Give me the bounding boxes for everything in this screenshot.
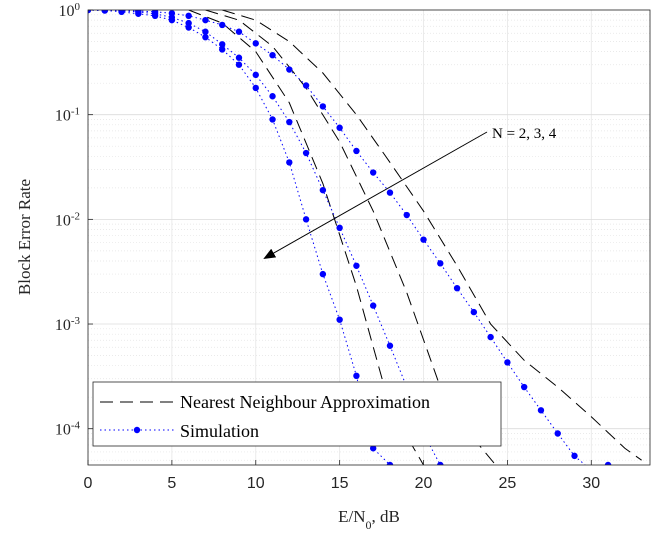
series-simulation-n2-point — [369, 445, 377, 452]
x-tick-label: 25 — [499, 475, 517, 492]
series-simulation-n3-point — [437, 461, 444, 465]
y-tick-label: 10-3 — [55, 315, 81, 334]
series-simulation-n4-point — [202, 16, 209, 24]
y-tick-label: 100 — [59, 1, 81, 20]
series-simulation-n2-point — [235, 61, 243, 68]
series-simulation-n3-point — [369, 302, 377, 309]
series-simulation-n3-point — [185, 19, 192, 27]
legend-sim-marker — [133, 426, 141, 434]
series-simulation-n4-point — [403, 211, 410, 219]
series-simulation-n4-point — [604, 461, 612, 465]
series-simulation-n4-point — [151, 10, 159, 16]
series-simulation-n2-point — [302, 216, 310, 223]
x-tick-label: 30 — [582, 475, 600, 492]
x-axis-label: E/N0, dB — [338, 507, 400, 532]
series-simulation-n2-point — [252, 84, 259, 92]
y-tick-label: 10-2 — [55, 210, 80, 229]
series-simulation-n4-point — [219, 21, 226, 29]
legend-box — [92, 381, 502, 447]
series-simulation-n3-point — [252, 71, 259, 79]
series-approximation-n4-line — [222, 10, 642, 461]
annotation-text: N = 2, 3, 4 — [492, 126, 557, 142]
series-simulation-n3-point — [353, 262, 360, 269]
series-simulation-n4-point — [520, 383, 528, 391]
series-simulation-n4-point — [336, 124, 343, 131]
legend-approx-label: Nearest Neighbour Approximation — [180, 392, 430, 412]
series-simulation-n4-point — [269, 52, 276, 59]
series-simulation-n3-point — [386, 342, 394, 349]
series-simulation-n2-point — [219, 46, 226, 53]
series-simulation-n3-point — [202, 28, 209, 35]
series-simulation-n3-point — [269, 93, 276, 100]
series-simulation-n4-point — [571, 452, 578, 460]
series-simulation-n4-point — [504, 359, 511, 366]
series-simulation-n4-point — [537, 407, 545, 414]
y-axis-label: Block Error Rate — [15, 179, 34, 295]
series-simulation-n2-point — [336, 316, 343, 323]
series-simulation-n4-point — [235, 28, 243, 35]
series-simulation-n4-point — [588, 467, 594, 473]
y-axis-ticks: 100 10-1 10-2 10-3 10-4 — [55, 1, 93, 439]
series-simulation-n2-point — [353, 372, 360, 380]
series-simulation-n4-point — [101, 10, 108, 14]
series-simulation-n4-point — [369, 169, 377, 176]
series-simulation-n2-point — [269, 116, 276, 123]
series-simulation-n4-point — [470, 308, 478, 316]
x-tick-label: 20 — [415, 475, 433, 492]
series-simulation-n3-point — [286, 118, 293, 126]
series-simulation-n4-point — [437, 260, 444, 267]
series-simulation-n2-point — [185, 24, 192, 31]
series-simulation-n4-point — [286, 66, 293, 73]
y-tick-label: 10-4 — [55, 420, 81, 439]
series-simulation-n4-point — [185, 12, 192, 20]
series-simulation-n4-point — [453, 284, 461, 292]
series-simulation-n3-line — [88, 10, 441, 465]
series-simulation-n3-point — [302, 149, 310, 157]
series-simulation-n4-point — [88, 10, 92, 14]
series-simulation-n2-point — [386, 461, 394, 465]
y-tick-label: 10-1 — [55, 106, 80, 125]
plot-frame — [87, 9, 651, 466]
series-simulation-n4-point — [487, 333, 494, 341]
series-simulation-n4-point — [353, 147, 360, 155]
series-simulation-n4-point — [386, 189, 394, 196]
x-tick-label: 15 — [331, 475, 349, 492]
x-tick-label: 0 — [84, 475, 93, 492]
series-simulation-n4-point — [135, 10, 142, 15]
x-tick-label: 5 — [167, 475, 176, 492]
annotation-arrow — [263, 131, 488, 259]
legend-sim-label: Simulation — [180, 421, 259, 441]
x-axis-ticks: 0 5 10 15 20 25 30 — [84, 460, 600, 492]
series-simulation-n2-point — [286, 159, 293, 166]
series-simulation-n3-point — [219, 41, 226, 48]
series-simulation-n4-point — [168, 10, 176, 17]
series-simulation-n3-point — [235, 54, 243, 61]
series-simulation-n4-point — [420, 236, 427, 243]
series-simulation-n4-point — [319, 103, 327, 110]
series-simulation-n3-point — [319, 186, 327, 194]
legend: Nearest Neighbour Approximation Simulati… — [92, 381, 502, 447]
series-simulation-n3-point — [336, 224, 343, 232]
series-simulation-n4-point — [118, 10, 125, 14]
series-simulation-n4-point — [302, 82, 310, 89]
series-simulation-n2-point — [202, 33, 209, 41]
series-simulation-n4-point — [554, 430, 561, 437]
series-layer — [88, 10, 642, 473]
x-tick-label: 10 — [247, 475, 265, 492]
series-simulation-n4-point — [252, 40, 259, 47]
series-simulation-n2-point — [319, 270, 327, 278]
